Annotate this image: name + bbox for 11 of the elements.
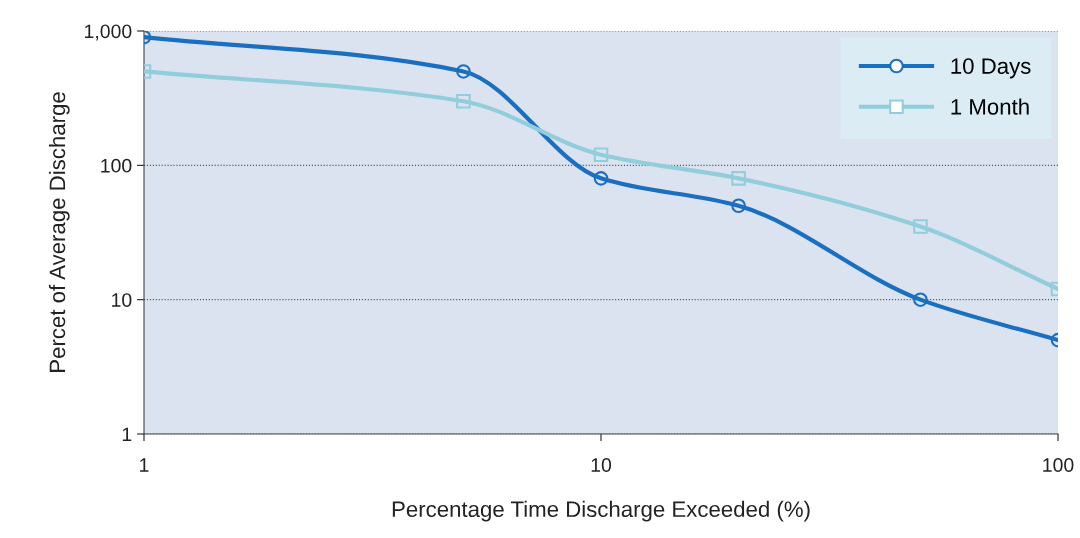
y-tick-label: 10 [112, 293, 132, 307]
y-tick-label: 1 [122, 427, 132, 442]
y-tick-label: 100 [101, 158, 132, 173]
x-tick-label: 100 [1043, 458, 1074, 472]
legend-label: 10 Days [951, 58, 1031, 79]
x-tick-label: 10 [591, 458, 612, 472]
y-tick-label: 1,000 [85, 24, 132, 41]
x-axis-title: Percentage Time Discharge Exceeded (%) [392, 500, 810, 522]
x-tick-label: 1 [140, 458, 149, 472]
y-axis-title: Percet of Average Discharge [48, 92, 70, 372]
legend-label: 1 Month [951, 98, 1029, 115]
